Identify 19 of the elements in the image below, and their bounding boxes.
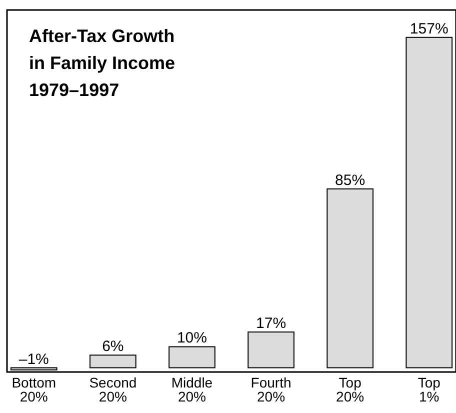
data-label: 17% bbox=[256, 315, 286, 332]
text: After-Tax Growth in Family Income 1979–1997 bbox=[29, 26, 176, 100]
x-tick-label: Fourth 20% bbox=[250, 374, 292, 404]
data-label: 6% bbox=[102, 338, 124, 356]
bar bbox=[10, 367, 58, 370]
data-label: –1% bbox=[18, 350, 49, 368]
data-label: 85% bbox=[335, 172, 366, 189]
x-tick-label: Bottom 20% bbox=[12, 374, 56, 404]
data-label: 10% bbox=[176, 330, 207, 347]
bar bbox=[168, 346, 216, 368]
data-label: 157% bbox=[410, 20, 448, 38]
bar bbox=[90, 354, 136, 368]
bar bbox=[248, 332, 294, 368]
x-tick-label: Top 1% bbox=[418, 374, 441, 404]
bar bbox=[406, 36, 453, 368]
bar bbox=[326, 188, 374, 368]
x-tick-label: Middle 20% bbox=[171, 374, 213, 404]
x-tick-label: Second 20% bbox=[89, 374, 137, 404]
x-tick-label: Top 20% bbox=[336, 374, 364, 404]
